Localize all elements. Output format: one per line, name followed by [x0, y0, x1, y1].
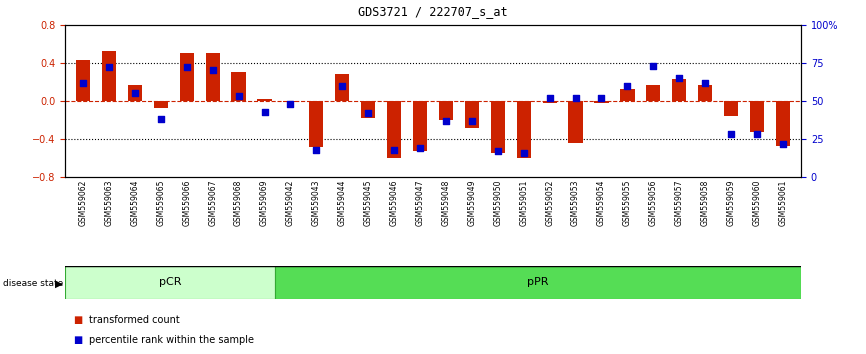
Point — [672, 75, 686, 81]
Bar — [698, 85, 712, 101]
Bar — [231, 72, 246, 101]
Point — [595, 95, 609, 101]
Point — [543, 95, 557, 101]
Text: GSM559048: GSM559048 — [442, 180, 450, 226]
Point — [180, 64, 194, 70]
Point — [569, 95, 583, 101]
Text: ▶: ▶ — [55, 279, 63, 289]
Point — [387, 147, 401, 153]
Bar — [413, 101, 427, 151]
Point — [154, 116, 168, 122]
Bar — [542, 101, 557, 103]
Text: GSM559055: GSM559055 — [623, 180, 632, 226]
Bar — [205, 53, 220, 101]
Text: ■: ■ — [74, 315, 83, 325]
Text: pPR: pPR — [527, 277, 549, 287]
Bar — [776, 101, 790, 145]
Point — [361, 110, 375, 116]
Text: GSM559059: GSM559059 — [727, 180, 735, 226]
Bar — [275, 266, 801, 299]
Point — [646, 63, 660, 69]
Point — [257, 109, 271, 114]
Bar — [387, 101, 401, 158]
Text: GSM559058: GSM559058 — [701, 180, 709, 226]
Text: GSM559069: GSM559069 — [260, 180, 269, 226]
Point — [206, 68, 220, 73]
Point — [750, 132, 764, 137]
Point — [698, 80, 712, 85]
Bar — [620, 88, 635, 101]
Text: GSM559042: GSM559042 — [286, 180, 295, 226]
Text: GSM559044: GSM559044 — [338, 180, 346, 226]
Text: GSM559065: GSM559065 — [157, 180, 165, 226]
Text: pCR: pCR — [158, 277, 181, 287]
Bar — [128, 85, 142, 101]
Bar — [361, 101, 375, 118]
Point — [232, 93, 246, 99]
Point — [465, 118, 479, 124]
Bar — [750, 101, 764, 132]
Text: transformed count: transformed count — [89, 315, 180, 325]
Text: GSM559067: GSM559067 — [208, 180, 217, 226]
Bar — [102, 51, 116, 101]
Point — [413, 145, 427, 151]
Bar — [335, 74, 349, 101]
Point — [309, 147, 323, 153]
Bar — [568, 101, 583, 143]
Text: GSM559056: GSM559056 — [649, 180, 658, 226]
Bar — [724, 101, 738, 116]
Bar — [594, 101, 609, 103]
Point — [439, 118, 453, 124]
Text: disease state: disease state — [3, 280, 63, 289]
Bar — [179, 53, 194, 101]
Text: GSM559066: GSM559066 — [182, 180, 191, 226]
Bar — [672, 79, 687, 101]
Text: GSM559068: GSM559068 — [234, 180, 243, 226]
Bar — [65, 266, 275, 299]
Text: GSM559062: GSM559062 — [79, 180, 87, 226]
Text: GSM559049: GSM559049 — [468, 180, 476, 226]
Bar — [646, 85, 661, 101]
Bar — [439, 101, 453, 120]
Point — [128, 90, 142, 96]
Text: GSM559045: GSM559045 — [364, 180, 372, 226]
Point — [335, 83, 349, 88]
Point — [491, 148, 505, 154]
Text: GSM559046: GSM559046 — [390, 180, 398, 226]
Text: ■: ■ — [74, 335, 83, 345]
Bar — [465, 101, 479, 127]
Point — [102, 64, 116, 70]
Point — [620, 83, 634, 88]
Bar — [283, 101, 298, 102]
Point — [517, 150, 531, 155]
Bar — [154, 101, 168, 108]
Text: percentile rank within the sample: percentile rank within the sample — [89, 335, 255, 345]
Text: GSM559054: GSM559054 — [597, 180, 606, 226]
Text: GSM559047: GSM559047 — [416, 180, 424, 226]
Point — [76, 80, 90, 85]
Text: GSM559053: GSM559053 — [571, 180, 580, 226]
Text: GSM559043: GSM559043 — [312, 180, 321, 226]
Point — [724, 132, 738, 137]
Point — [776, 141, 790, 146]
Text: GSM559050: GSM559050 — [494, 180, 502, 226]
Text: GSM559060: GSM559060 — [753, 180, 761, 226]
Bar — [309, 101, 324, 147]
Bar — [257, 99, 272, 101]
Text: GSM559063: GSM559063 — [105, 180, 113, 226]
Text: GSM559052: GSM559052 — [545, 180, 554, 226]
Bar — [517, 101, 531, 158]
Bar — [76, 60, 90, 101]
Text: GSM559064: GSM559064 — [131, 180, 139, 226]
Text: GDS3721 / 222707_s_at: GDS3721 / 222707_s_at — [359, 5, 507, 18]
Text: GSM559061: GSM559061 — [779, 180, 787, 226]
Bar — [491, 101, 505, 153]
Point — [283, 101, 297, 107]
Text: GSM559057: GSM559057 — [675, 180, 684, 226]
Text: GSM559051: GSM559051 — [520, 180, 528, 226]
